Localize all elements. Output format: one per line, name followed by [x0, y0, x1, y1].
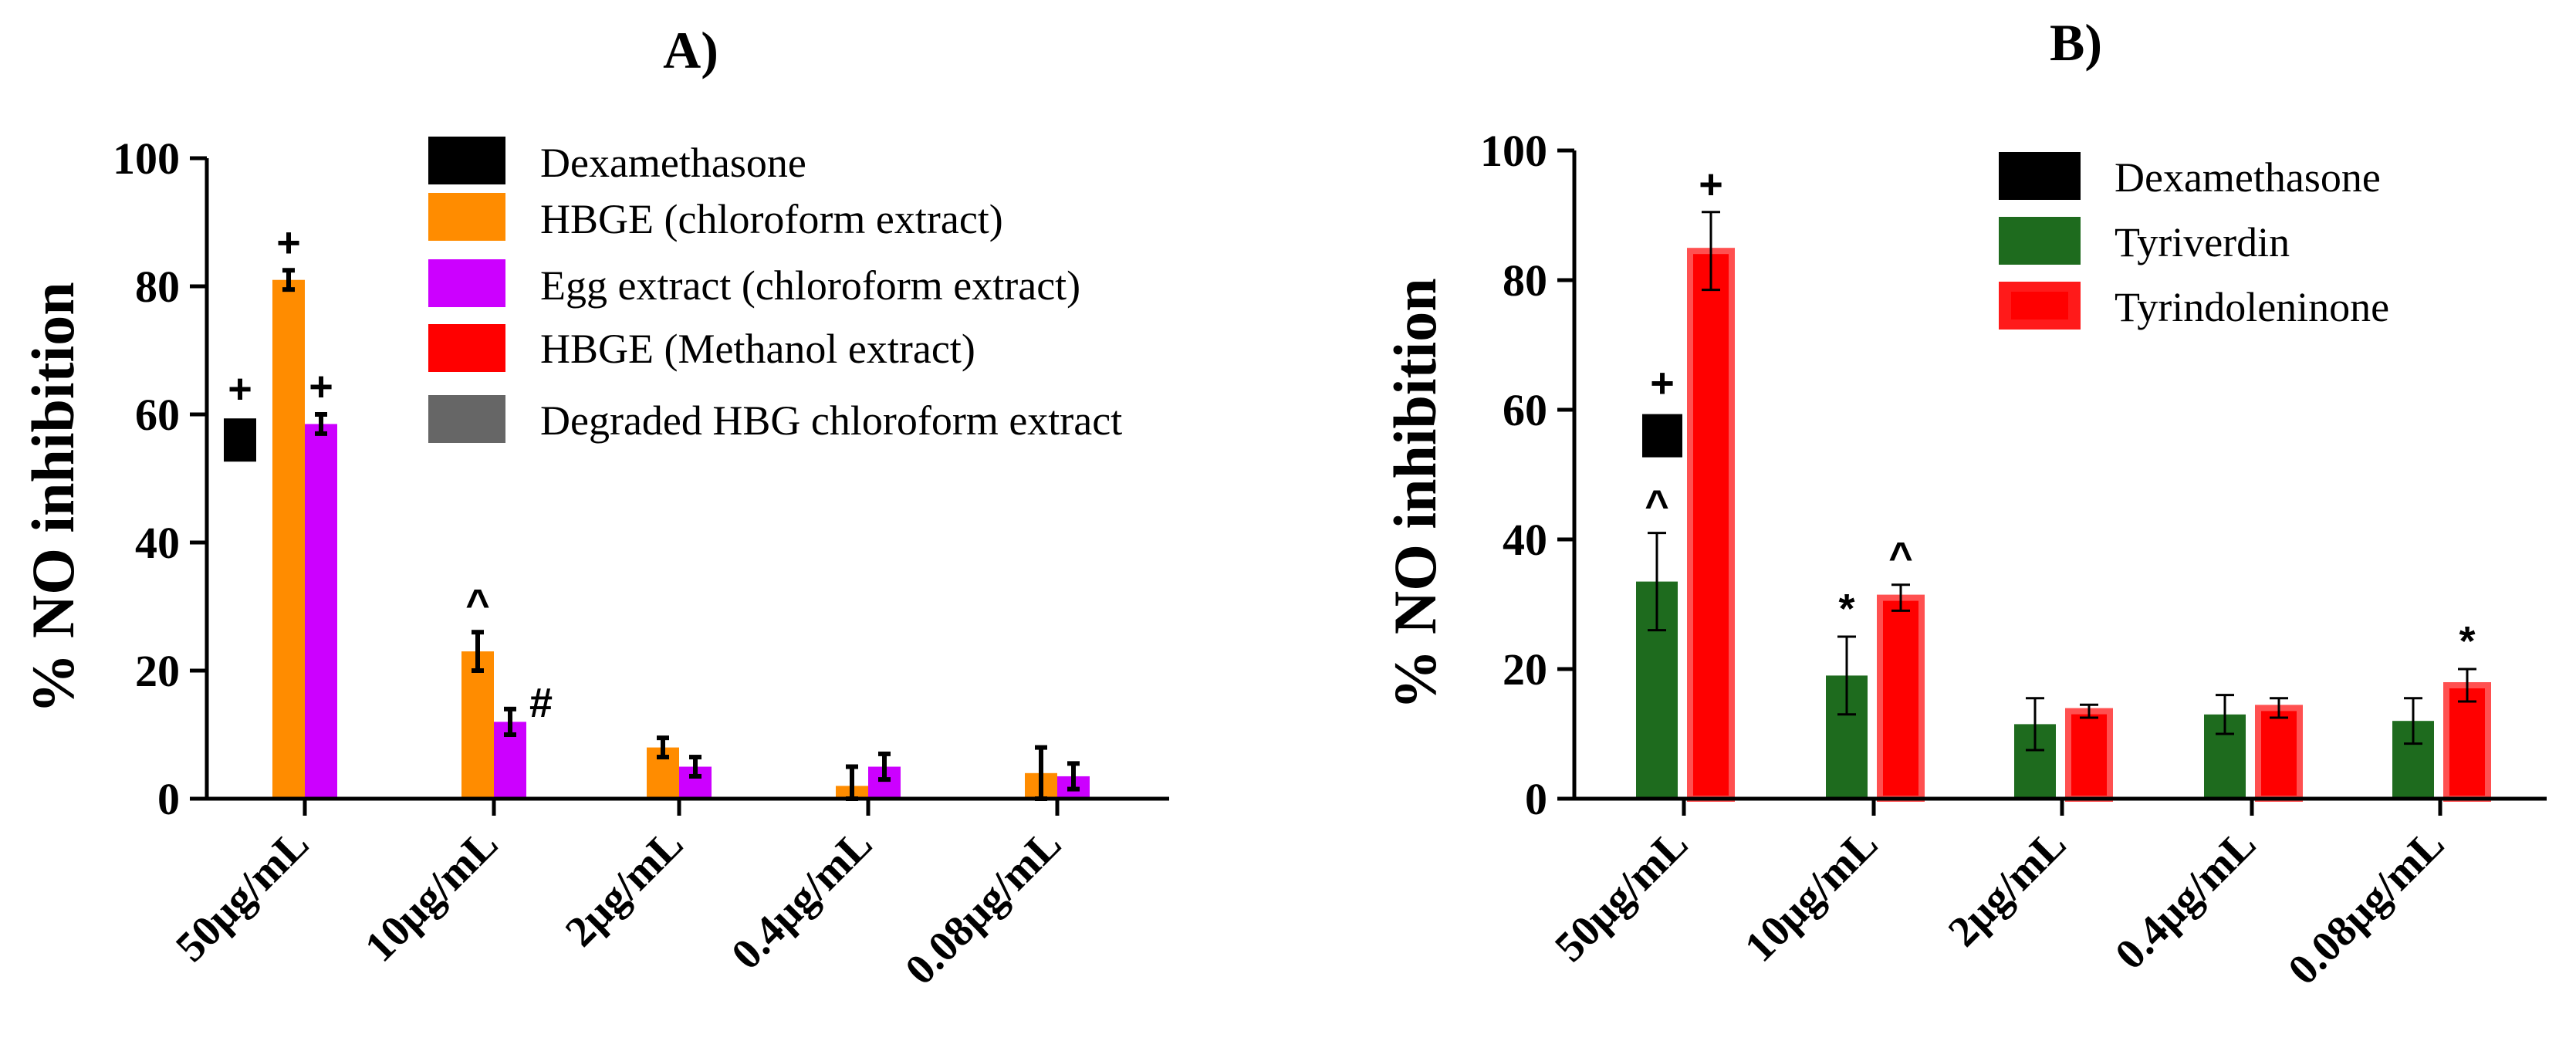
bar-hbge-chloroform-extract — [272, 279, 305, 799]
panel-b-dexamethasone-annotation: + — [1650, 360, 1675, 407]
significance-annotation: + — [309, 363, 333, 410]
y-tick-label: 60 — [135, 390, 180, 440]
y-tick-label: 0 — [157, 774, 180, 824]
legend-swatch — [428, 324, 505, 372]
significance-annotation: * — [1838, 586, 1854, 632]
panel-a-bars: + ^ + # — [272, 219, 1090, 801]
y-tick-label: 20 — [1503, 644, 1547, 695]
legend-label: Tyrindoleninone — [2115, 284, 2389, 330]
significance-annotation: * — [2459, 618, 2475, 664]
y-tick-label: 40 — [1503, 515, 1547, 565]
x-tick-label: 0.4μg/mL — [722, 820, 881, 979]
legend-label: HBGE (chloroform extract) — [540, 196, 1003, 242]
bar-tyrindoleninone — [2255, 705, 2303, 803]
legend-item-hbge-chloroform: HBGE (chloroform extract) — [428, 193, 1003, 242]
bar-hbge-chloroform-extract — [461, 651, 494, 799]
legend-item-dexamethasone: Dexamethasone — [428, 137, 806, 186]
legend-swatch — [428, 259, 505, 307]
legend-swatch — [1999, 217, 2081, 265]
panel-b-dexamethasone-marker — [1642, 414, 1682, 458]
panel-a-title: A) — [663, 21, 718, 79]
panel-a-reference: + — [224, 366, 256, 462]
legend-item-tyrindoleninone: Tyrindoleninone — [1999, 282, 2389, 330]
y-tick-label: 80 — [1503, 255, 1547, 306]
x-tick-label: 0.08μg/mL — [896, 820, 1070, 994]
panel-b: B) % NO inhibition 0 20 40 60 80 100 50μg/mL 1… — [1381, 13, 2547, 994]
panel-b-title: B) — [2050, 13, 2102, 72]
legend-item-hbge-methanol: HBGE (Methanol extract) — [428, 324, 975, 372]
significance-annotation: + — [1699, 161, 1723, 208]
legend-label: Degraded HBG chloroform extract — [540, 397, 1122, 444]
significance-annotation: # — [529, 680, 553, 726]
legend-label: Tyriverdin — [2115, 219, 2290, 265]
y-tick-label: 0 — [1525, 774, 1547, 824]
panel-a-dexamethasone-annotation: + — [228, 366, 252, 412]
bar-tyrindoleninone — [2065, 708, 2113, 802]
panel-a-legend: Dexamethasone HBGE (chloroform extract) … — [428, 137, 1122, 444]
x-tick-label: 50μg/mL — [167, 820, 318, 971]
x-tick-label: 10μg/mL — [1736, 820, 1887, 971]
significance-annotation: ^ — [1888, 534, 1913, 580]
bar-tyrindoleninone — [1877, 594, 1925, 802]
bar-egg-extract-chloroform-extract — [305, 424, 337, 799]
legend-swatch — [1999, 152, 2081, 200]
significance-annotation: ^ — [465, 581, 490, 627]
legend-item-degraded-hbg: Degraded HBG chloroform extract — [428, 395, 1122, 444]
panel-a-x-ticks: 50μg/mL 10μg/mL 2μg/mL 0.4μg/mL 0.08μg/mL — [167, 799, 1070, 994]
panel-a-y-axis-label: % NO inhibition — [19, 282, 86, 713]
bar-tyrindoleninone — [1687, 248, 1735, 802]
panel-b-legend: Dexamethasone Tyriverdin Tyrindoleninone — [1999, 152, 2389, 330]
y-tick-label: 100 — [113, 134, 180, 184]
panel-b-y-axis-label: % NO inhibition — [1381, 278, 1449, 709]
x-tick-label: 2μg/mL — [556, 820, 692, 955]
x-tick-label: 10μg/mL — [356, 820, 507, 971]
significance-annotation: ^ — [1645, 482, 1669, 529]
legend-label: Dexamethasone — [2115, 154, 2381, 201]
panel-b-x-ticks: 50μg/mL 10μg/mL 2μg/mL 0.4μg/mL 0.08μg/mL — [1546, 799, 2453, 994]
panel-a: A) % NO inhibition 0 20 40 60 80 100 50μg/mL 1… — [19, 21, 1169, 994]
panel-b-bars: ^ * + ^ * — [1636, 161, 2491, 803]
legend-swatch — [428, 395, 505, 443]
legend-item-egg-extract: Egg extract (chloroform extract) — [428, 259, 1080, 309]
x-tick-label: 0.08μg/mL — [2279, 820, 2453, 994]
legend-label: HBGE (Methanol extract) — [540, 326, 975, 372]
legend-item-tyriverdin: Tyriverdin — [1999, 217, 2290, 265]
x-tick-label: 2μg/mL — [1939, 820, 2075, 955]
legend-label: Egg extract (chloroform extract) — [540, 262, 1080, 309]
significance-annotation: + — [276, 219, 301, 265]
panel-a-dexamethasone-marker — [224, 418, 256, 462]
legend-swatch — [428, 137, 505, 184]
legend-swatch-inner — [2011, 292, 2068, 319]
y-tick-label: 80 — [135, 262, 180, 312]
y-tick-label: 60 — [1503, 385, 1547, 435]
y-tick-label: 100 — [1480, 126, 1547, 176]
x-tick-label: 50μg/mL — [1546, 820, 1697, 971]
legend-label: Dexamethasone — [540, 140, 806, 186]
panel-b-y-ticks: 0 20 40 60 80 100 — [1480, 126, 1574, 824]
legend-swatch — [428, 193, 505, 241]
panel-a-y-ticks: 0 20 40 60 80 100 — [113, 134, 207, 824]
legend-item-dexamethasone: Dexamethasone — [1999, 152, 2381, 201]
x-tick-label: 0.4μg/mL — [2106, 820, 2265, 979]
y-tick-label: 20 — [135, 646, 180, 696]
panel-b-reference: + — [1642, 360, 1682, 458]
y-tick-label: 40 — [135, 518, 180, 568]
